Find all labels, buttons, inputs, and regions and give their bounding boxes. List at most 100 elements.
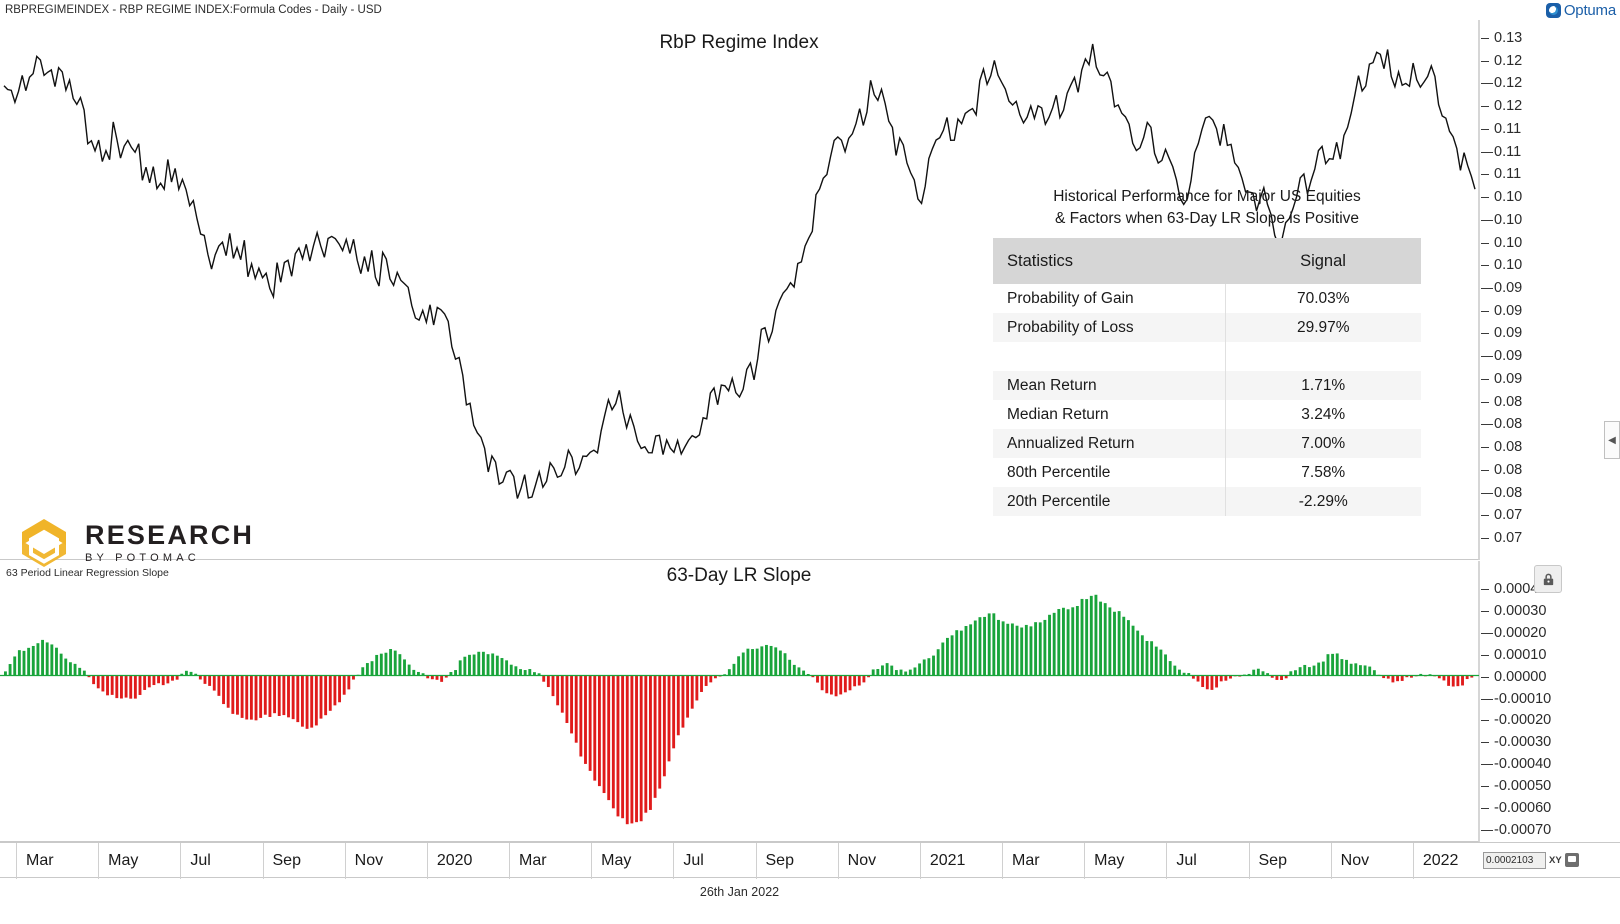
histogram-bar	[338, 675, 341, 703]
histogram-bar	[1456, 675, 1460, 687]
stat-value: 29.97%	[1225, 313, 1421, 342]
annotation-line-2: & Factors when 63-Day LR Slope is Positi…	[1054, 210, 1360, 227]
histogram-bar	[1010, 623, 1014, 676]
slope-y-axis[interactable]: 0.00040 0.00030 0.00020 0.00010 0.00000 -0.00…	[1479, 561, 1620, 842]
histogram-bar	[1280, 675, 1283, 680]
date-x-axis[interactable]: Mar May Jul Sep Nov 2020 Mar May Jul Sep Nov 2021 Ma…	[0, 842, 1479, 879]
date-axis-label[interactable]: 2020	[426, 843, 509, 879]
histogram-bar	[189, 671, 193, 676]
date-axis-label[interactable]: Mar	[16, 843, 98, 879]
histogram-bar	[1349, 663, 1353, 676]
histogram-bar	[59, 653, 63, 676]
histogram-bar	[208, 675, 212, 686]
histogram-bar	[347, 675, 351, 690]
histogram-bar	[319, 675, 323, 719]
histogram-bar	[1052, 612, 1056, 676]
histogram-bar	[662, 675, 666, 777]
main-chart-title: RbP Regime Index	[659, 32, 819, 53]
slope-axis-label: -0.00010	[1494, 690, 1552, 707]
date-axis-label[interactable]: Sep	[755, 843, 838, 879]
date-axis-label[interactable]: Sep	[1248, 843, 1331, 879]
column-header-signal: Signal	[1225, 238, 1421, 284]
slope-axis-label: -0.00060	[1494, 800, 1552, 817]
histogram-bar	[783, 653, 787, 676]
histogram-bar	[296, 675, 300, 723]
stat-label: Mean Return	[993, 371, 1226, 400]
histogram-bar	[676, 675, 680, 736]
histogram-bar	[1154, 646, 1158, 676]
date-axis-label[interactable]: May	[98, 843, 180, 879]
histogram-bar	[8, 664, 12, 676]
histogram-bar	[184, 670, 188, 676]
histogram-bar	[92, 675, 96, 685]
histogram-bar	[1266, 673, 1270, 676]
sub-chart-indicator-label: 63 Period Linear Regression Slope	[6, 567, 169, 579]
histogram-bar	[1066, 609, 1070, 676]
histogram-bar	[1428, 674, 1432, 676]
axis-tick	[1481, 38, 1489, 39]
value-readout-box[interactable]: 0.0002103	[1483, 851, 1546, 869]
histogram-bar	[50, 644, 54, 676]
histogram-bar	[560, 675, 564, 713]
xy-toggle-label[interactable]: XY	[1549, 854, 1562, 866]
histogram-bar	[788, 659, 792, 676]
date-axis-label[interactable]: Mar	[1002, 843, 1084, 879]
histogram-bar	[973, 620, 977, 676]
date-axis-label[interactable]: Nov	[344, 843, 427, 879]
date-axis-label[interactable]: 2021	[919, 843, 1002, 879]
slope-axis-label: -0.00050	[1494, 778, 1552, 795]
slope-axis-label: -0.00040	[1494, 756, 1552, 773]
histogram-bar	[1284, 675, 1288, 679]
histogram-bar	[950, 635, 954, 676]
histogram-bar	[556, 675, 560, 706]
potomac-watermark: RESEARCH BY POTOMAC	[16, 515, 254, 571]
histogram-bar	[268, 675, 272, 717]
date-axis-label[interactable]: 2022	[1412, 843, 1495, 879]
histogram-bar	[1038, 622, 1042, 676]
histogram-bar	[1187, 673, 1191, 676]
axis-tick	[1481, 288, 1493, 289]
price-axis-label: 0.08	[1494, 461, 1523, 478]
histogram-bar	[426, 675, 430, 679]
symbol-title-bar[interactable]: RBPREGIMEINDEX - RBP REGIME INDEX:Formul…	[0, 0, 1620, 20]
lock-button[interactable]	[1534, 565, 1562, 593]
price-y-axis[interactable]: 0.13 0.12 0.12 0.12 0.11 0.11 0.11 0.10 0.10 0.10…	[1479, 20, 1620, 560]
axis-tick	[1481, 174, 1489, 176]
histogram-bar	[760, 646, 764, 676]
date-axis-label[interactable]: Jul	[180, 843, 262, 879]
x-axis-value-area[interactable]: 0.0002103 XY	[1479, 842, 1620, 878]
histogram-bar	[1173, 665, 1177, 676]
column-header-statistics: Statistics	[993, 238, 1225, 284]
price-axis-label: 0.07	[1494, 507, 1523, 524]
histogram-bar	[1140, 635, 1144, 676]
price-axis-label: 0.08	[1494, 439, 1523, 456]
histogram-bar	[1196, 675, 1200, 682]
stat-label: 80th Percentile	[993, 458, 1226, 487]
date-axis-label[interactable]: Mar	[509, 843, 591, 879]
histogram-bar	[1465, 675, 1469, 680]
histogram-bar	[1335, 653, 1339, 676]
histogram-bar	[287, 675, 290, 718]
histogram-bar	[690, 675, 694, 709]
date-axis-label[interactable]: Sep	[262, 843, 345, 879]
axis-tick	[1481, 310, 1489, 312]
histogram-bar	[913, 667, 917, 676]
slope-chart-pane[interactable]: 63-Day LR Slope 63 Period Linear Regress…	[0, 561, 1479, 842]
histogram-bar	[342, 675, 346, 695]
date-axis-label[interactable]: Jul	[1166, 843, 1248, 879]
stat-value: 3.24%	[1225, 400, 1421, 429]
price-axis-label: 0.08	[1494, 393, 1523, 410]
date-axis-label[interactable]: Nov	[1330, 843, 1413, 879]
date-axis-label[interactable]: May	[591, 843, 673, 879]
histogram-bar	[537, 673, 541, 676]
date-axis-label[interactable]: Jul	[673, 843, 755, 879]
histogram-bar	[124, 675, 128, 698]
panel-collapse-button[interactable]: ◀	[1604, 421, 1620, 459]
date-axis-label[interactable]: Nov	[837, 843, 920, 879]
annotation-heading: Historical Performance for Major US Equi…	[993, 186, 1421, 230]
main-chart-pane[interactable]: RbP Regime Index Historical Performance …	[0, 20, 1479, 567]
histogram-bar	[1136, 630, 1140, 676]
xy-lock-icon[interactable]	[1564, 853, 1579, 867]
slope-axis-label: 0.00030	[1494, 602, 1547, 619]
date-axis-label[interactable]: May	[1084, 843, 1166, 879]
